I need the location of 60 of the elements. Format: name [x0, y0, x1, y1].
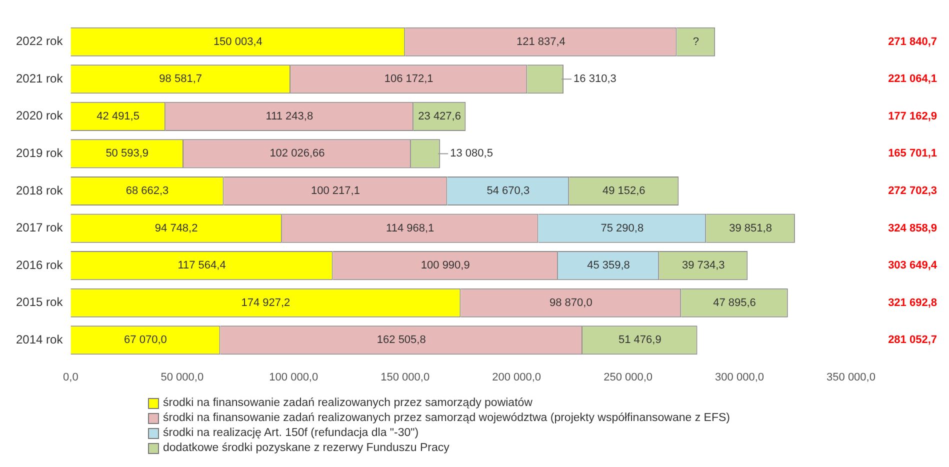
legend-label: środki na finansowanie zadań realizowanych przez samorządy powiatów	[163, 396, 532, 411]
text: 271 840,7	[888, 36, 937, 48]
data-label: 94 748,2	[154, 222, 198, 234]
data-label: 102 026,66	[270, 148, 325, 160]
data-label: 117 564,4	[178, 260, 226, 272]
x-tick-label: 0,0	[63, 371, 78, 384]
y-tick-label: 2017 rok	[16, 220, 64, 235]
data-label: 42 491,5	[96, 110, 140, 122]
data-label: 100 990,9	[420, 260, 470, 272]
x-tick-label: 350 000,0	[826, 371, 876, 384]
text: 303 649,4	[888, 260, 938, 272]
text: 272 702,3	[888, 185, 937, 198]
data-label: 51 476,9	[618, 334, 662, 346]
text: 281 052,7	[888, 334, 937, 346]
data-label: 75 290,8	[600, 222, 644, 234]
data-label: 39 734,3	[682, 260, 725, 272]
data-label: 98 581,7	[159, 73, 202, 86]
text: 321 692,8	[888, 296, 937, 309]
y-tick-label: 2016 rok	[16, 258, 64, 272]
y-tick-label: 2021 rok	[16, 71, 64, 86]
data-label: 121 837,4	[516, 36, 566, 48]
text: 165 701,1	[888, 148, 937, 160]
data-label: 47 895,6	[713, 296, 756, 309]
legend-label: dodatkowe środki pozyskane z rezerwy Funduszu Pracy	[163, 441, 450, 456]
data-label: 13 080,5	[450, 148, 493, 160]
data-label: 68 662,3	[126, 185, 169, 198]
text: 324 858,9	[888, 222, 937, 234]
y-tick-label: 2020 rok	[16, 108, 64, 123]
y-tick-label: 2014 rok	[16, 332, 64, 346]
data-label: 50 593,9	[106, 148, 149, 160]
data-label: 106 172,1	[384, 73, 434, 86]
text: 177 162,9	[888, 110, 937, 122]
data-label: 67 070,0	[124, 334, 167, 346]
y-tick-label: 2022 rok	[16, 34, 64, 48]
data-label: 16 310,3	[574, 73, 616, 86]
legend-label: środki na realizację Art. 150f (refundacja dla "-30")	[163, 426, 419, 441]
x-tick-label: 200 000,0	[492, 371, 542, 384]
x-tick-label: 50 000,0	[160, 371, 204, 384]
data-label: 111 243,8	[266, 110, 314, 122]
data-label: 162 505,8	[376, 334, 426, 346]
x-tick-label: 150 000,0	[380, 371, 430, 384]
x-tick-label: 100 000,0	[269, 371, 318, 384]
data-label: 23 427,6	[418, 110, 461, 122]
data-label: 150 003,4	[213, 36, 262, 48]
data-label: 39 851,8	[729, 222, 772, 234]
legend-label: środki na finansowanie zadań realizowanych przez samorząd województwa (projekty współfinansowane z EFS)	[163, 411, 730, 426]
x-tick-label: 250 000,0	[604, 371, 653, 384]
data-label: 54 670,3	[486, 185, 530, 198]
y-tick-label: 2015 rok	[16, 295, 64, 310]
data-label: 45 359,8	[587, 260, 630, 272]
text: 221 064,1	[888, 73, 937, 86]
data-label: ?	[692, 36, 699, 48]
data-label: 98 870,0	[549, 296, 592, 309]
data-label: 100 217,1	[311, 185, 360, 198]
data-label: 49 152,6	[602, 185, 646, 198]
data-label: 174 927,2	[241, 296, 290, 309]
x-tick-label: 300 000,0	[715, 371, 764, 384]
y-tick-label: 2019 rok	[16, 146, 64, 160]
data-label: 114 968,1	[386, 222, 434, 234]
y-tick-label: 2018 rok	[16, 183, 64, 198]
